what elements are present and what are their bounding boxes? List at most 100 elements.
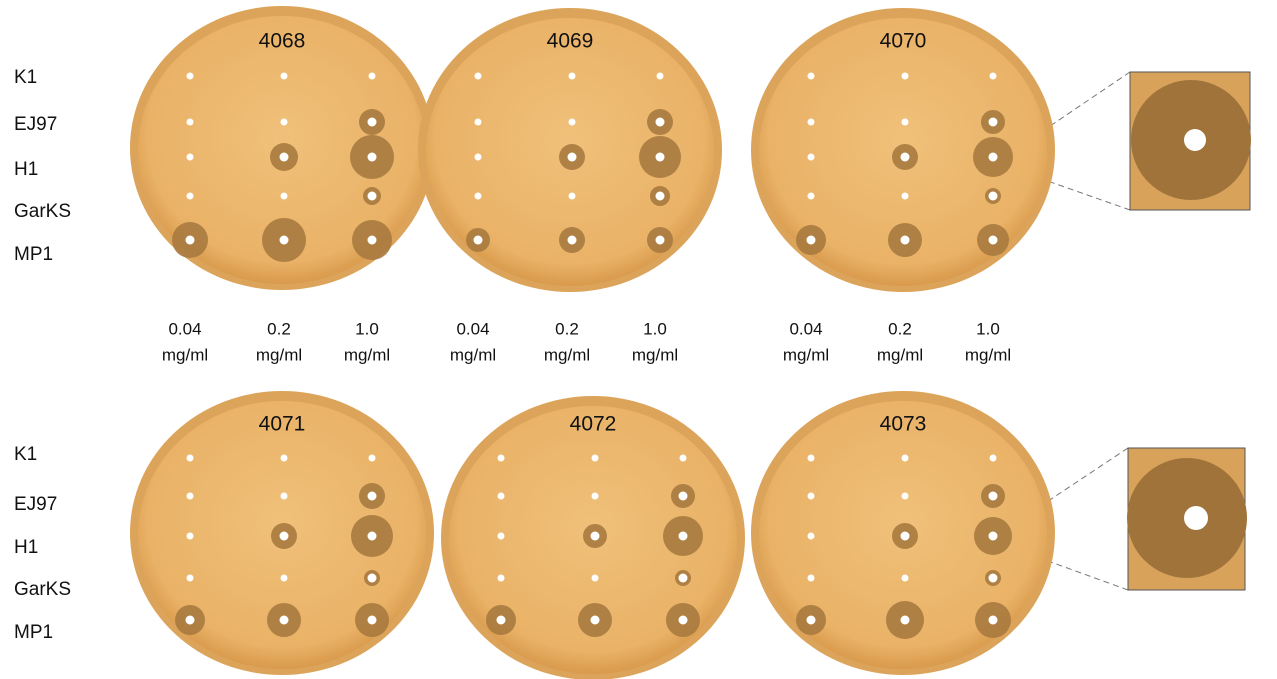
concentration-value: 0.2: [267, 319, 291, 338]
concentration-value: 0.04: [456, 319, 489, 338]
row-label: GarKS: [14, 579, 71, 600]
spot: [592, 493, 599, 500]
concentration-value: 1.0: [976, 319, 1000, 338]
spot: [369, 455, 376, 462]
spot: [368, 532, 377, 541]
spot: [569, 193, 576, 200]
spot: [901, 616, 910, 625]
concentration-unit: mg/ml: [632, 345, 678, 364]
spot: [808, 533, 815, 540]
spot: [368, 236, 377, 245]
plate-number: 4069: [547, 30, 594, 53]
spot: [187, 455, 194, 462]
spot: [989, 574, 998, 583]
spot: [592, 455, 599, 462]
spot: [679, 616, 688, 625]
spot: [679, 532, 688, 541]
concentration-unit: mg/ml: [965, 345, 1011, 364]
spot: [989, 192, 998, 201]
spot: [808, 119, 815, 126]
spot: [902, 119, 909, 126]
spot: [989, 153, 998, 162]
spot: [187, 73, 194, 80]
spot: [475, 73, 482, 80]
spot: [902, 575, 909, 582]
spot: [187, 493, 194, 500]
concentration-value: 0.2: [555, 319, 579, 338]
row-label: H1: [14, 537, 38, 558]
spot: [474, 236, 483, 245]
spot: [186, 236, 195, 245]
spot: [808, 154, 815, 161]
spot: [902, 493, 909, 500]
plate-number: 4072: [570, 413, 617, 436]
row-label: H1: [14, 159, 38, 180]
concentration-value: 0.04: [168, 319, 201, 338]
figure: K1EJ97H1GarKSMP140680.04mg/ml0.2mg/ml1.0…: [0, 0, 1277, 679]
spot: [807, 236, 816, 245]
spot: [808, 575, 815, 582]
spot: [989, 118, 998, 127]
spot: [569, 119, 576, 126]
spot: [679, 574, 688, 583]
spot: [591, 532, 600, 541]
concentration-unit: mg/ml: [783, 345, 829, 364]
spot: [368, 492, 377, 501]
spot: [679, 492, 688, 501]
spot: [281, 575, 288, 582]
concentration-unit: mg/ml: [344, 345, 390, 364]
row-label: GarKS: [14, 201, 71, 222]
concentration-value: 0.2: [888, 319, 912, 338]
spot: [187, 533, 194, 540]
spot: [281, 193, 288, 200]
spot: [568, 153, 577, 162]
row-label: MP1: [14, 244, 53, 265]
row-label: EJ97: [14, 494, 57, 515]
spot: [808, 493, 815, 500]
spot: [368, 118, 377, 127]
spot: [475, 154, 482, 161]
spot: [498, 575, 505, 582]
spot: [807, 616, 816, 625]
spot: [901, 532, 910, 541]
spot: [989, 492, 998, 501]
spot: [591, 616, 600, 625]
spot: [808, 193, 815, 200]
concentration-value: 1.0: [355, 319, 379, 338]
spot: [475, 193, 482, 200]
row-label: MP1: [14, 622, 53, 643]
spot: [369, 73, 376, 80]
spot: [657, 73, 664, 80]
concentration-value: 0.04: [789, 319, 822, 338]
spot: [901, 153, 910, 162]
spot: [901, 236, 910, 245]
concentration-value: 1.0: [643, 319, 667, 338]
spot: [902, 193, 909, 200]
plate-number: 4073: [880, 413, 927, 436]
spot: [990, 455, 997, 462]
spot: [368, 574, 377, 583]
plate-number: 4068: [259, 30, 306, 53]
spot: [280, 616, 289, 625]
spot: [280, 153, 289, 162]
spot: [680, 455, 687, 462]
plate: [441, 396, 745, 679]
spot: [656, 118, 665, 127]
spot: [989, 616, 998, 625]
spot: [280, 532, 289, 541]
spot: [498, 455, 505, 462]
spot: [281, 73, 288, 80]
spot: [902, 73, 909, 80]
spot: [989, 532, 998, 541]
spot: [498, 533, 505, 540]
row-label: EJ97: [14, 114, 57, 135]
spot: [280, 236, 289, 245]
spot: [808, 455, 815, 462]
spot: [592, 575, 599, 582]
spot: [281, 493, 288, 500]
spot: [368, 192, 377, 201]
spot: [187, 575, 194, 582]
plate-number: 4071: [259, 413, 306, 436]
spot: [281, 455, 288, 462]
spot: [475, 119, 482, 126]
